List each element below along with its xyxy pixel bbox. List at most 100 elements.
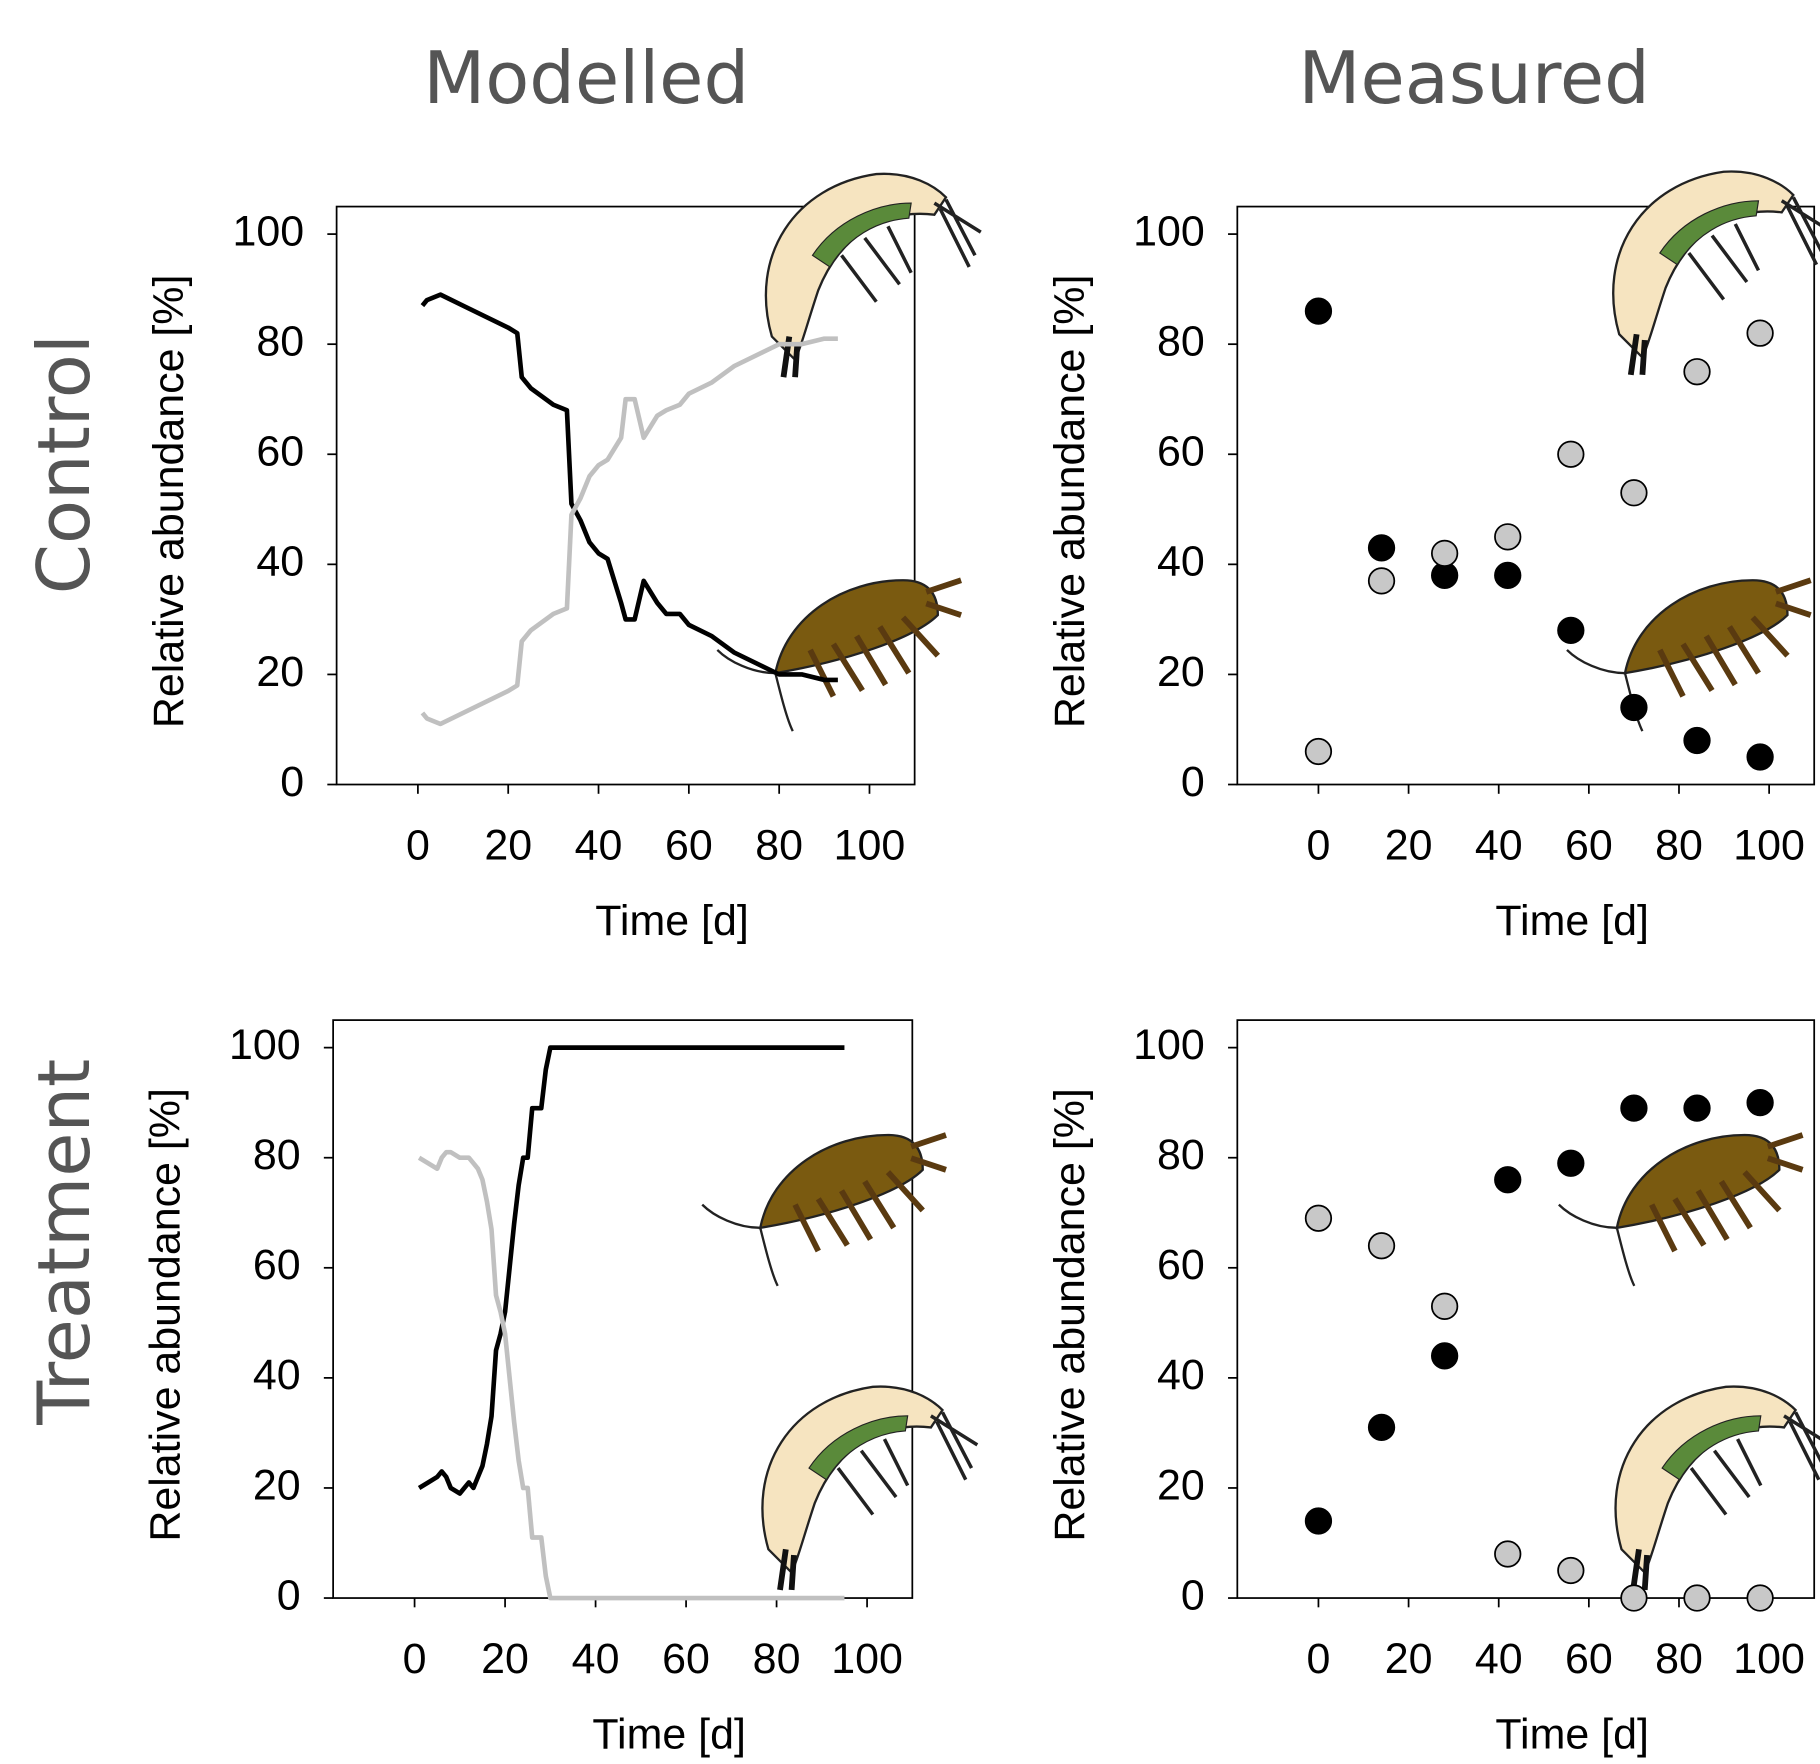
data-point (1304, 297, 1333, 325)
data-point (1620, 479, 1648, 507)
y-tick-label: 40 (1157, 538, 1205, 586)
data-point (1367, 567, 1396, 595)
data-point (1683, 1584, 1711, 1612)
y-tick-label: 80 (253, 1131, 301, 1179)
data-point (1494, 1166, 1522, 1194)
x-tick-label: 20 (1385, 822, 1433, 870)
x-tick-label: 60 (662, 1635, 710, 1683)
data-point (1304, 737, 1333, 766)
y-tick-label: 80 (1157, 318, 1205, 366)
x-tick-label: 0 (1306, 1635, 1330, 1683)
x-tick-label: 80 (755, 822, 803, 870)
isopod-icon (1559, 1135, 1803, 1286)
y-tick-label: 60 (1157, 428, 1205, 476)
x-tick-label: 20 (481, 1635, 529, 1683)
data-point (1746, 743, 1774, 771)
y-tick-label: 60 (256, 428, 304, 476)
data-point (1494, 1540, 1522, 1568)
data-point (1367, 1232, 1396, 1260)
amphipod-icon (762, 1387, 977, 1590)
plot-frame (1236, 205, 1816, 786)
x-tick-label: 80 (1655, 822, 1703, 870)
column-title: Measured (1298, 36, 1649, 120)
data-point (1430, 539, 1459, 567)
y-tick-label: 20 (1157, 1461, 1205, 1509)
data-line (420, 292, 838, 683)
data-point (1557, 1556, 1585, 1585)
y-tick-label: 80 (256, 318, 304, 366)
x-tick-label: 80 (1655, 1635, 1703, 1683)
data-point (1557, 440, 1585, 468)
data-point (1620, 693, 1648, 722)
x-tick-label: 100 (834, 822, 906, 870)
y-tick-label: 40 (253, 1351, 301, 1399)
plot-frame (1236, 1019, 1816, 1599)
x-tick-label: 80 (753, 1635, 801, 1683)
y-tick-label: 100 (1133, 207, 1205, 255)
y-axis-label: Relative abundance [%] (1046, 1088, 1094, 1541)
y-tick-label: 0 (277, 1571, 301, 1619)
data-point (1494, 561, 1522, 589)
data-point (1683, 726, 1711, 755)
y-tick-label: 40 (256, 538, 304, 586)
isopod-icon (702, 1135, 946, 1286)
data-point (1620, 1094, 1648, 1122)
x-axis-label: Time [d] (595, 897, 749, 945)
x-axis-label: Time [d] (1495, 1711, 1649, 1759)
column-title: Modelled (423, 36, 749, 120)
x-tick-label: 40 (1475, 1635, 1523, 1683)
x-tick-label: 40 (575, 822, 623, 870)
row-title: Control (22, 334, 106, 594)
x-tick-label: 0 (406, 822, 430, 870)
y-tick-label: 20 (1157, 648, 1205, 696)
amphipod-icon (766, 174, 981, 377)
data-point (1746, 1089, 1774, 1117)
y-tick-label: 80 (1157, 1131, 1205, 1179)
data-point (1304, 1204, 1333, 1232)
data-point (1304, 1507, 1333, 1535)
y-tick-label: 100 (1133, 1021, 1205, 1069)
y-axis-label: Relative abundance [%] (145, 275, 193, 728)
y-tick-label: 40 (1157, 1351, 1205, 1399)
data-point (1430, 1292, 1459, 1320)
x-tick-label: 100 (1733, 822, 1805, 870)
data-line (417, 1045, 845, 1496)
amphipod-icon (1616, 1387, 1820, 1590)
y-tick-label: 100 (232, 207, 304, 255)
y-tick-label: 20 (256, 648, 304, 696)
data-point (1620, 1584, 1648, 1612)
data-point (1557, 616, 1585, 645)
y-axis-label: Relative abundance [%] (142, 1088, 190, 1541)
x-tick-label: 60 (1565, 1635, 1613, 1683)
x-axis-label: Time [d] (1495, 897, 1649, 945)
amphipod-icon (1613, 172, 1820, 375)
data-point (1746, 319, 1774, 347)
x-axis-label: Time [d] (592, 1711, 746, 1759)
data-point (1746, 1584, 1774, 1612)
x-tick-label: 100 (1733, 1635, 1805, 1683)
y-tick-label: 0 (1181, 1571, 1205, 1619)
x-tick-label: 0 (1306, 822, 1330, 870)
data-line (417, 1149, 845, 1601)
data-point (1494, 523, 1522, 551)
data-point (1557, 1149, 1585, 1177)
plot-frame (332, 1019, 914, 1599)
x-tick-label: 40 (572, 1635, 620, 1683)
x-tick-label: 20 (484, 822, 532, 870)
y-tick-label: 60 (253, 1241, 301, 1289)
y-tick-label: 0 (280, 758, 304, 806)
data-point (1430, 1342, 1459, 1370)
x-tick-label: 20 (1385, 1635, 1433, 1683)
isopod-icon (1567, 580, 1811, 731)
y-tick-label: 0 (1181, 758, 1205, 806)
row-title: Treatment (22, 1059, 106, 1426)
x-tick-label: 100 (831, 1635, 903, 1683)
y-tick-label: 60 (1157, 1241, 1205, 1289)
data-line (420, 336, 838, 727)
data-point (1367, 534, 1396, 562)
x-tick-label: 60 (1565, 822, 1613, 870)
x-tick-label: 40 (1475, 822, 1523, 870)
plot-frame (335, 205, 916, 786)
y-axis-label: Relative abundance [%] (1046, 275, 1094, 728)
x-tick-label: 60 (665, 822, 713, 870)
